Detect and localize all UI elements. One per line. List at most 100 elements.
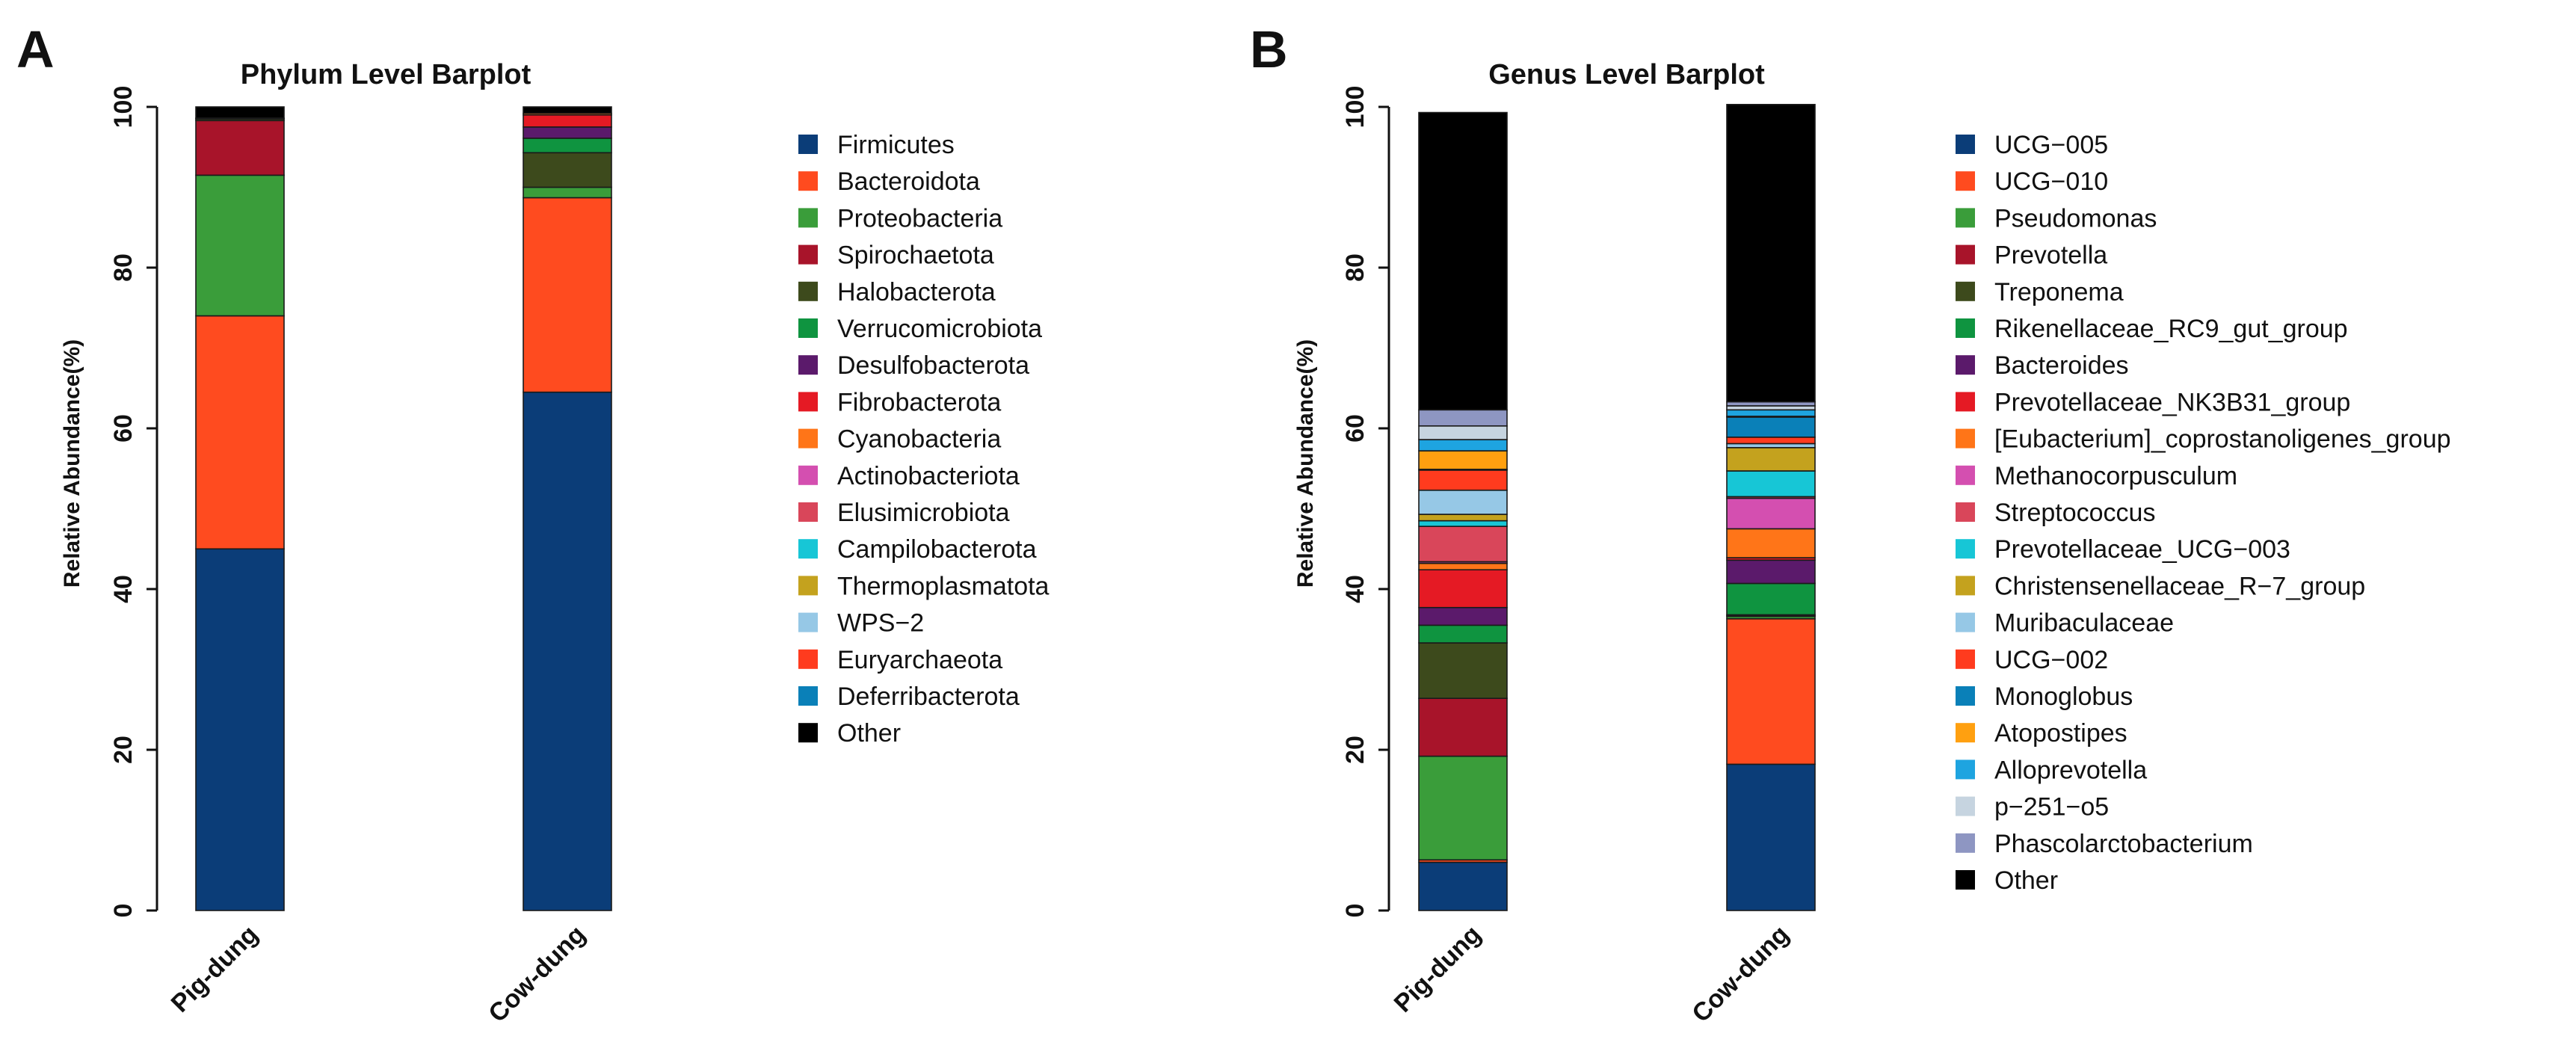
legend-label: Elusimicrobiota bbox=[837, 499, 1010, 527]
bar-segment bbox=[195, 106, 285, 119]
legend-label: Atopostipes bbox=[1994, 719, 2127, 748]
legend-item: Euryarchaeota bbox=[798, 646, 1002, 674]
x-axis: Pig-dung Cow-dung bbox=[1389, 920, 1795, 1028]
legend-swatch bbox=[1956, 833, 1975, 853]
bar-segment bbox=[1418, 469, 1508, 491]
legend-swatch bbox=[798, 392, 818, 412]
bar-segment bbox=[523, 391, 612, 911]
legend-label: Verrucomicrobiota bbox=[837, 315, 1042, 343]
legend-swatch bbox=[1956, 318, 1975, 338]
legend-swatch bbox=[798, 465, 818, 485]
bar-segment bbox=[1726, 409, 1816, 417]
legend-item: Rikenellaceae_RC9_gut_group bbox=[1956, 315, 2348, 343]
legend-swatch bbox=[1956, 428, 1975, 449]
y-tick-label: 100 bbox=[1341, 86, 1369, 129]
legend-item: UCG−002 bbox=[1956, 646, 2108, 674]
legend-label: Desulfobacterota bbox=[837, 351, 1029, 380]
legend-label: Streptococcus bbox=[1994, 499, 2155, 527]
y-tick-label: 20 bbox=[1341, 736, 1369, 764]
legend-label: Firmicutes bbox=[837, 131, 955, 159]
legend-swatch bbox=[1956, 355, 1975, 375]
legend-swatch bbox=[798, 502, 818, 522]
bar-segment bbox=[1418, 569, 1508, 608]
legend-label: Spirochaetota bbox=[837, 241, 994, 270]
bar-segment bbox=[195, 315, 285, 550]
bar-segment bbox=[1418, 514, 1508, 522]
legend-swatch bbox=[1956, 796, 1975, 816]
bar-segment bbox=[1726, 437, 1816, 445]
legend: Firmicutes Bacteroidota Proteobacteria Spir… bbox=[798, 131, 1050, 748]
legend-swatch bbox=[1956, 244, 1975, 265]
legend-item: Alloprevotella bbox=[1956, 756, 2147, 784]
bar-segment bbox=[1418, 697, 1508, 757]
x-tick-label: Cow-dung bbox=[1686, 920, 1794, 1028]
legend-swatch bbox=[1956, 502, 1975, 522]
legend-label: Prevotellaceae_NK3B31_group bbox=[1994, 388, 2350, 416]
legend-item: Muribaculaceae bbox=[1956, 609, 2174, 638]
legend-label: Phascolarctobacterium bbox=[1994, 830, 2253, 858]
bar-segment bbox=[1418, 562, 1508, 570]
y-tick-label: 60 bbox=[1341, 414, 1369, 443]
legend-item: UCG−005 bbox=[1956, 131, 2108, 159]
bar-segment bbox=[1726, 497, 1816, 530]
legend-item: Elusimicrobiota bbox=[798, 499, 1010, 527]
bar-segment bbox=[1418, 606, 1508, 626]
legend-item: Bacteroides bbox=[1956, 351, 2129, 380]
legend-item: p−251−o5 bbox=[1956, 793, 2109, 822]
x-tick-label: Cow-dung bbox=[483, 920, 591, 1028]
legend-item: Phascolarctobacterium bbox=[1956, 830, 2253, 858]
legend-swatch bbox=[1956, 723, 1975, 743]
bar-segment bbox=[1418, 111, 1508, 411]
legend-label: Methanocorpusculum bbox=[1994, 462, 2237, 490]
legend-label: Prevotellaceae_UCG−003 bbox=[1994, 535, 2290, 564]
y-tick-label: 60 bbox=[109, 414, 138, 443]
legend-item: Prevotella bbox=[1956, 241, 2107, 270]
legend-label: Other bbox=[1994, 866, 2058, 895]
legend-item: Firmicutes bbox=[798, 131, 955, 159]
legend-label: p−251−o5 bbox=[1994, 793, 2109, 822]
legend-swatch bbox=[1956, 686, 1975, 706]
legend-swatch bbox=[1956, 870, 1975, 890]
legend-label: Fibrobacterota bbox=[837, 388, 1001, 416]
bar-segment bbox=[1418, 489, 1508, 515]
y-tick-label: 40 bbox=[1341, 575, 1369, 603]
y-tick-label: 20 bbox=[109, 736, 138, 764]
legend: UCG−005 UCG−010 Pseudomonas Prevotella Trepo… bbox=[1956, 131, 2451, 895]
x-axis: Pig-dung Cow-dung bbox=[166, 920, 591, 1028]
legend-swatch bbox=[798, 135, 818, 154]
bar-segment bbox=[523, 106, 612, 114]
y-tick-label: 0 bbox=[109, 904, 138, 918]
bar-segment bbox=[195, 120, 285, 176]
legend-swatch bbox=[798, 281, 818, 301]
legend-label: Cyanobacteria bbox=[837, 425, 1001, 454]
bar-segment bbox=[1418, 624, 1508, 644]
bar-segment bbox=[1726, 559, 1816, 585]
legend-swatch bbox=[1956, 465, 1975, 485]
legend-swatch bbox=[1956, 539, 1975, 559]
bar-segment bbox=[523, 186, 612, 199]
bar-segment bbox=[1418, 526, 1508, 563]
legend-swatch bbox=[1956, 759, 1975, 780]
legend-label: Alloprevotella bbox=[1994, 756, 2147, 784]
legend-item: Methanocorpusculum bbox=[1956, 462, 2237, 490]
legend-item: Fibrobacterota bbox=[798, 388, 1001, 416]
bar-segment bbox=[1418, 450, 1508, 470]
legend-swatch bbox=[798, 539, 818, 559]
y-tick-label: 80 bbox=[1341, 253, 1369, 282]
legend-label: UCG−010 bbox=[1994, 167, 2108, 196]
legend-label: Halobacterota bbox=[837, 278, 996, 306]
legend-label: Treponema bbox=[1994, 278, 2124, 306]
legend-item: Monoglobus bbox=[1956, 683, 2133, 711]
legend-label: Monoglobus bbox=[1994, 683, 2133, 711]
legend-item: [Eubacterium]_coprostanoligenes_group bbox=[1956, 425, 2451, 454]
legend-swatch bbox=[798, 171, 818, 191]
legend-item: Desulfobacterota bbox=[798, 351, 1029, 380]
legend-item: Deferribacterota bbox=[798, 683, 1020, 711]
bar-segment bbox=[523, 152, 612, 188]
legend-label: UCG−002 bbox=[1994, 646, 2108, 674]
legend-label: Prevotella bbox=[1994, 241, 2107, 270]
legend-label: Rikenellaceae_RC9_gut_group bbox=[1994, 315, 2348, 343]
bar-segment bbox=[523, 138, 612, 154]
legend-item: UCG−010 bbox=[1956, 167, 2108, 196]
